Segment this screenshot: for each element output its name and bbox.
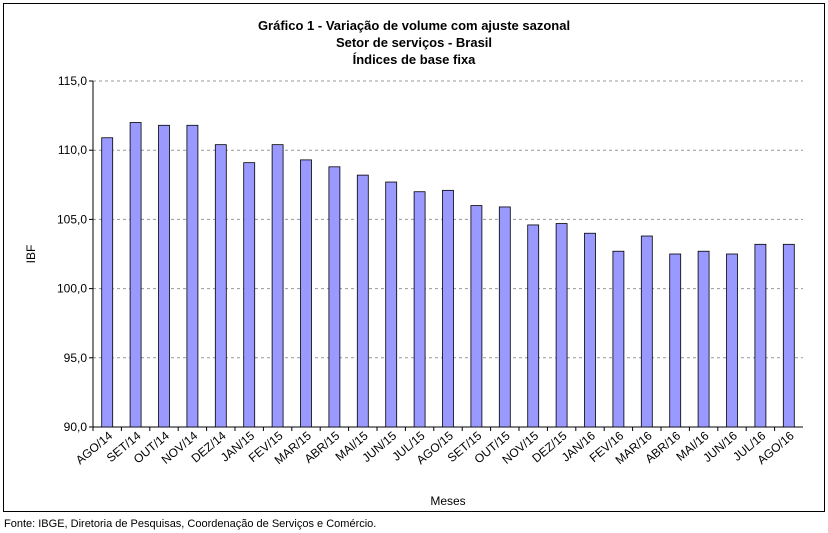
source-note: Fonte: IBGE, Diretoria de Pesquisas, Coo… xyxy=(4,518,376,530)
bar xyxy=(158,124,170,428)
bar xyxy=(214,144,227,428)
y-tick-label: 110,0 xyxy=(58,143,87,157)
bar xyxy=(243,162,256,428)
bar xyxy=(612,250,625,428)
y-axis-label: IBF xyxy=(24,245,38,264)
y-tick-label: 100,0 xyxy=(57,282,87,296)
chart-title: Gráfico 1 - Variação de volume com ajust… xyxy=(258,18,570,33)
bar xyxy=(640,235,653,428)
chart-subtitle: Índices de base fixa xyxy=(353,52,477,67)
bar xyxy=(385,181,398,428)
chart-subtitle: Setor de serviços - Brasil xyxy=(336,35,492,50)
y-tick-label: 95,0 xyxy=(64,351,88,365)
bar xyxy=(413,191,426,428)
bar xyxy=(300,159,312,428)
bar xyxy=(555,223,568,428)
bar xyxy=(442,189,454,428)
y-tick-label: 115,0 xyxy=(58,74,87,88)
bar xyxy=(129,122,142,428)
bar xyxy=(101,137,114,428)
bar xyxy=(669,253,682,428)
bar xyxy=(271,144,284,428)
y-tick-label: 105,0 xyxy=(57,212,87,226)
bar xyxy=(470,205,483,428)
bar xyxy=(726,253,738,428)
x-axis-label: Meses xyxy=(430,494,465,508)
y-tick-label: 90,0 xyxy=(64,420,88,434)
bar xyxy=(527,224,540,428)
bar xyxy=(498,206,511,428)
bar xyxy=(754,243,767,428)
bar xyxy=(186,124,199,428)
bar xyxy=(584,232,596,428)
bar xyxy=(782,243,795,428)
bar xyxy=(328,166,341,428)
bar xyxy=(697,250,710,428)
bar xyxy=(356,174,369,428)
